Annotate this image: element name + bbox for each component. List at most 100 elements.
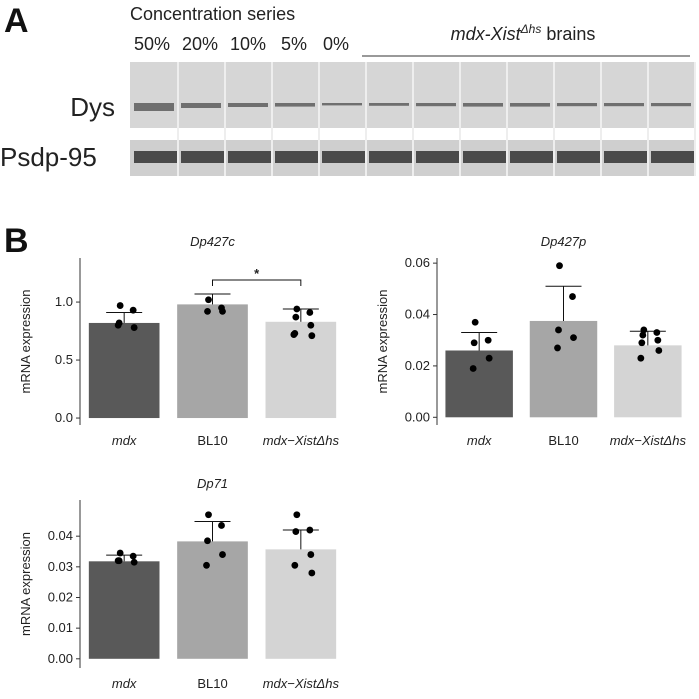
data-point xyxy=(290,331,298,338)
dys-band xyxy=(510,103,550,107)
data-point xyxy=(554,344,561,352)
bar xyxy=(265,549,337,659)
blot-row-label: Dys xyxy=(70,92,115,122)
y-tick-label: 0.01 xyxy=(48,620,73,635)
data-point xyxy=(130,324,138,331)
data-point xyxy=(219,551,226,558)
y-tick-label: 0.03 xyxy=(48,559,73,574)
data-point xyxy=(292,528,300,535)
bar xyxy=(177,304,248,419)
x-tick-label: mdx−XistΔhs xyxy=(263,676,340,691)
dys-band xyxy=(557,103,597,107)
data-point xyxy=(308,332,316,340)
data-point xyxy=(556,262,563,270)
data-point xyxy=(292,313,300,321)
y-axis-label: mRNA expression xyxy=(375,289,390,393)
data-point xyxy=(293,305,301,313)
bar xyxy=(265,321,337,419)
dys-band xyxy=(228,103,268,107)
dys-band xyxy=(463,103,503,107)
data-point xyxy=(640,326,648,334)
data-point xyxy=(306,526,314,534)
blot-header: Concentration series xyxy=(130,4,295,24)
x-tick-label: BL10 xyxy=(197,676,227,691)
chart-title: Dp71 xyxy=(197,476,228,491)
data-point xyxy=(116,302,124,309)
data-point xyxy=(205,511,212,519)
y-tick-label: 0.06 xyxy=(405,255,430,270)
data-point xyxy=(114,321,122,329)
lane-label: 50% xyxy=(134,34,170,54)
data-point xyxy=(638,339,646,347)
dys-band xyxy=(651,103,691,107)
bar xyxy=(445,350,513,418)
data-point xyxy=(219,307,226,315)
bar xyxy=(88,561,160,659)
y-tick-label: 0.0 xyxy=(55,410,73,425)
data-point xyxy=(205,296,212,304)
data-point xyxy=(639,331,647,339)
chart-title: Dp427c xyxy=(190,234,235,249)
x-tick-label: BL10 xyxy=(548,433,578,448)
dys-band xyxy=(134,103,174,111)
data-point xyxy=(116,549,124,557)
data-point xyxy=(204,537,211,545)
y-axis-label: mRNA expression xyxy=(18,532,33,636)
data-point xyxy=(114,557,122,565)
data-point xyxy=(555,326,562,334)
lane-label: 10% xyxy=(230,34,266,54)
y-tick-label: 1.0 xyxy=(55,294,73,309)
x-tick-label: mdx−XistΔhs xyxy=(610,433,687,448)
data-point xyxy=(469,365,477,372)
bar xyxy=(614,345,682,418)
chart-title: Dp427p xyxy=(541,234,587,249)
data-point xyxy=(570,334,577,342)
data-point xyxy=(637,354,645,362)
psd-band xyxy=(463,151,507,163)
data-point xyxy=(130,558,138,566)
x-tick-label: BL10 xyxy=(197,433,227,448)
x-tick-label: mdx xyxy=(112,433,137,448)
psd-band xyxy=(228,151,272,163)
psd-band xyxy=(275,151,319,163)
x-tick-label: mdx−XistΔhs xyxy=(263,433,340,448)
data-point xyxy=(203,561,210,569)
bar xyxy=(88,322,160,419)
data-point xyxy=(653,329,661,336)
data-point xyxy=(293,511,301,519)
significance-bracket xyxy=(212,279,302,286)
data-point xyxy=(306,309,314,316)
dys-band xyxy=(416,103,456,107)
data-point xyxy=(129,306,137,314)
psd-band xyxy=(181,151,225,163)
y-tick-label: 0.04 xyxy=(48,528,73,543)
data-point xyxy=(291,561,299,569)
psd-band xyxy=(369,151,413,163)
data-point xyxy=(470,339,478,347)
bar xyxy=(177,541,248,659)
psd-band xyxy=(510,151,554,163)
panel-label: B xyxy=(4,222,29,260)
y-tick-label: 0.02 xyxy=(405,358,430,373)
data-point xyxy=(471,318,479,326)
group-label: mdx-XistΔhs brains xyxy=(451,22,596,44)
x-tick-label: mdx xyxy=(112,676,137,691)
data-point xyxy=(569,293,576,300)
dys-band xyxy=(604,103,644,107)
data-point xyxy=(218,522,225,529)
data-point xyxy=(307,321,315,329)
lane-label: 5% xyxy=(281,34,307,54)
group-sup: Δhs xyxy=(520,22,542,36)
data-point xyxy=(654,336,662,344)
blot-bands xyxy=(134,62,696,176)
data-point xyxy=(485,354,493,362)
data-point xyxy=(204,307,211,315)
psd-band xyxy=(134,151,178,163)
dys-band xyxy=(181,103,221,108)
data-point xyxy=(307,551,315,558)
y-tick-label: 0.5 xyxy=(55,352,73,367)
psd-band xyxy=(416,151,460,163)
dys-band xyxy=(275,103,315,107)
y-axis-label: mRNA expression xyxy=(18,289,33,393)
